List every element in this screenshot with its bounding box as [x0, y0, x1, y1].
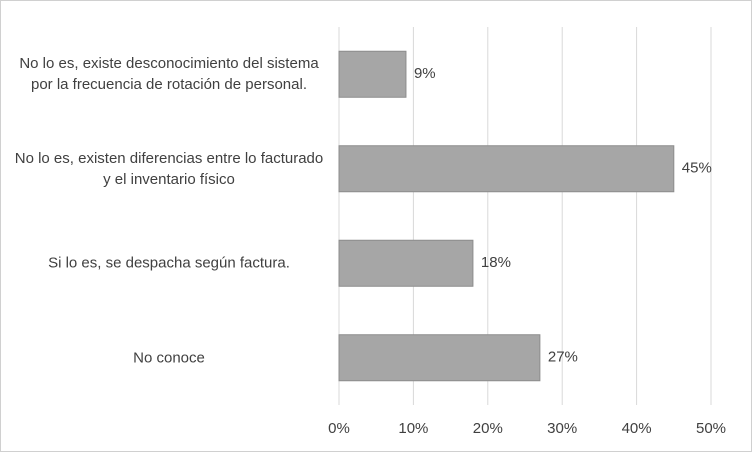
value-label: 9%	[414, 65, 436, 82]
bar	[338, 145, 675, 193]
x-tick-label: 0%	[328, 420, 350, 437]
y-tick-label: No conoce	[133, 349, 205, 367]
y-tick-label: No lo es, existen diferencias entre lo f…	[14, 149, 324, 188]
x-tick-label: 40%	[622, 420, 652, 437]
y-tick-label: No lo es, existe desconocimiento del sis…	[19, 55, 319, 94]
x-tick-label: 10%	[398, 420, 428, 437]
x-tick-label: 20%	[473, 420, 503, 437]
value-label: 45%	[682, 160, 712, 177]
bar	[338, 334, 541, 382]
y-tick-label: Si lo es, se despacha según factura.	[48, 254, 290, 272]
value-label: 18%	[481, 254, 511, 271]
x-tick-label: 30%	[547, 420, 577, 437]
value-label: 27%	[548, 349, 578, 366]
bar	[338, 239, 474, 287]
x-tick-label: 50%	[696, 420, 726, 437]
bar	[338, 50, 407, 98]
